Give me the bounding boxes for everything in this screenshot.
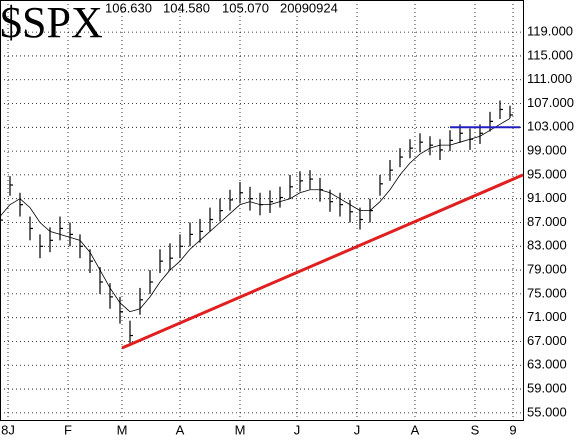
- y-tick-label: 75.000: [527, 285, 567, 300]
- y-tick-label: 59.000: [527, 381, 567, 396]
- x-tick-label: A: [176, 422, 185, 437]
- header-value: 106.630: [105, 0, 152, 15]
- chart-title: $SPX: [0, 0, 103, 47]
- header-value: 20090924: [280, 0, 338, 15]
- y-tick-label: 99.000: [527, 143, 567, 158]
- trendline: [121, 173, 524, 350]
- header-value: 104.580: [163, 0, 210, 15]
- x-tick-label: 8J: [1, 422, 15, 437]
- y-tick-label: 67.000: [527, 333, 567, 348]
- y-tick-label: 91.000: [527, 190, 567, 205]
- x-tick-label: M: [235, 422, 246, 437]
- y-tick-label: 55.000: [527, 404, 567, 419]
- header-value: 105.070: [222, 0, 269, 15]
- y-tick-label: 111.000: [527, 71, 572, 86]
- y-tick-label: 63.000: [527, 357, 567, 372]
- y-tick-label: 119.000: [527, 24, 573, 39]
- x-tick-label: J: [354, 422, 361, 437]
- x-tick-label: 9: [509, 422, 516, 437]
- x-tick-label: M: [117, 422, 128, 437]
- y-tick-label: 71.000: [527, 309, 567, 324]
- x-tick-label: A: [411, 422, 420, 437]
- y-tick-label: 103.000: [527, 119, 574, 134]
- y-tick-label: 79.000: [527, 262, 567, 277]
- y-tick-label: 115.000: [527, 47, 573, 62]
- y-tick-label: 95.000: [527, 166, 567, 181]
- x-tick-label: S: [471, 422, 480, 437]
- moving-average: [0, 118, 511, 313]
- x-tick-label: F: [64, 422, 72, 437]
- plot-frame: [0, 0, 524, 421]
- x-tick-label: J: [294, 422, 301, 437]
- y-tick-label: 83.000: [527, 238, 567, 253]
- y-tick-label: 107.000: [527, 95, 574, 110]
- y-tick-label: 87.000: [527, 214, 567, 229]
